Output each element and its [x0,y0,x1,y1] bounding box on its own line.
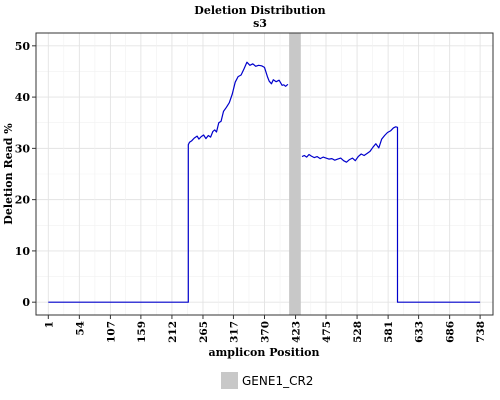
x-tick-label: 633 [414,321,426,343]
y-tick-label: 20 [15,194,31,207]
y-axis-ticks: 0 10 20 30 40 50 [15,40,36,309]
x-tick-label: 528 [352,321,364,343]
x-axis-label: amplicon Position [209,346,320,359]
x-tick-label: 212 [167,321,179,343]
y-tick-label: 30 [15,142,31,155]
x-tick-label: 1 [43,321,55,328]
series-line-segment [48,61,289,303]
x-tick-label: 317 [228,321,240,343]
x-tick-label: 107 [105,321,117,343]
x-tick-label: 159 [136,321,148,343]
x-tick-label: 265 [198,321,210,343]
chart-title: Deletion Distribution [194,4,325,17]
y-axis-label: Deletion Read % [2,123,15,225]
x-tick-label: 423 [291,321,303,343]
y-tick-label: 50 [15,40,31,53]
x-tick-label: 738 [475,321,487,343]
x-tick-label: 475 [321,321,333,343]
gene-region-highlight [289,33,301,315]
chart-subtitle: s3 [253,17,267,30]
x-tick-label: 54 [74,321,86,336]
deletion-series [48,61,481,303]
y-tick-label: 10 [15,245,31,258]
x-axis-ticks: 1 54 107 159 212 265 317 370 423 475 528 581 633 686 7… [43,315,487,343]
x-tick-label: 581 [383,321,395,343]
legend-label: GENE1_CR2 [242,374,313,388]
y-tick-label: 0 [22,296,30,309]
legend-swatch [221,372,238,389]
x-tick-label: 370 [260,321,272,343]
series-line-segment [301,126,481,303]
x-gridlines [47,33,481,315]
y-tick-label: 40 [15,91,31,104]
x-tick-label: 686 [445,321,457,343]
legend: GENE1_CR2 [221,372,313,389]
